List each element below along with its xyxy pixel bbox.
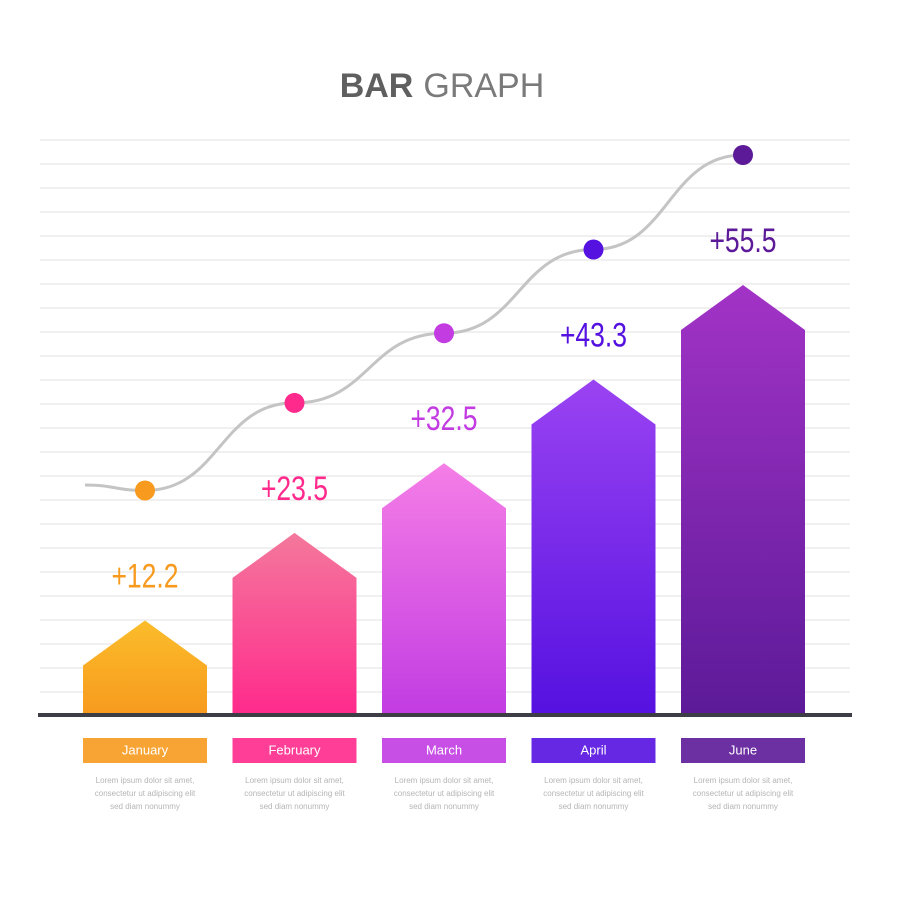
description: sed diam nonummy (708, 802, 778, 811)
category-pill (232, 738, 357, 763)
bar (382, 463, 506, 715)
trend-dot (284, 392, 305, 413)
x-tick-label: April (580, 742, 606, 757)
value-label: +32.5 (410, 400, 477, 438)
category-pill (681, 738, 805, 763)
description: Lorem ipsum dolor sit amet, (245, 776, 344, 785)
value-label: +55.5 (709, 222, 776, 260)
title-light: GRAPH (423, 67, 544, 105)
description: sed diam nonummy (409, 802, 479, 811)
trend-line (84, 153, 744, 492)
description: Lorem ipsum dolor sit amet, (694, 776, 793, 785)
description: consectetur ut adipiscing elit (394, 789, 495, 798)
value-label: +23.5 (261, 470, 328, 508)
x-tick-label: June (729, 742, 757, 757)
description: consectetur ut adipiscing elit (244, 789, 345, 798)
trend-dot (135, 480, 155, 501)
trend-dot (583, 239, 604, 260)
description: consectetur ut adipiscing elit (95, 789, 196, 798)
bar (83, 620, 207, 715)
category-pill (531, 738, 656, 763)
bar (232, 532, 357, 715)
description: sed diam nonummy (260, 802, 330, 811)
description: consectetur ut adipiscing elit (543, 789, 644, 798)
value-label: +43.3 (560, 316, 627, 354)
category-pill (83, 738, 207, 763)
category-pill (382, 738, 506, 763)
value-label: +12.2 (111, 557, 178, 595)
x-tick-label: January (122, 742, 169, 757)
bar (531, 379, 656, 715)
trend-dot (733, 145, 753, 165)
description: Lorem ipsum dolor sit amet, (395, 776, 494, 785)
description: Lorem ipsum dolor sit amet, (544, 776, 643, 785)
title-bold: BAR (340, 67, 414, 105)
description: sed diam nonummy (559, 802, 629, 811)
bar (681, 285, 805, 715)
x-tick-label: March (426, 742, 462, 757)
description: consectetur ut adipiscing elit (693, 789, 794, 798)
trend-dot (434, 323, 454, 344)
x-tick-label: February (268, 742, 321, 757)
chart-title: BAR GRAPH (340, 67, 545, 105)
description: Lorem ipsum dolor sit amet, (96, 776, 195, 785)
description: sed diam nonummy (110, 802, 180, 811)
